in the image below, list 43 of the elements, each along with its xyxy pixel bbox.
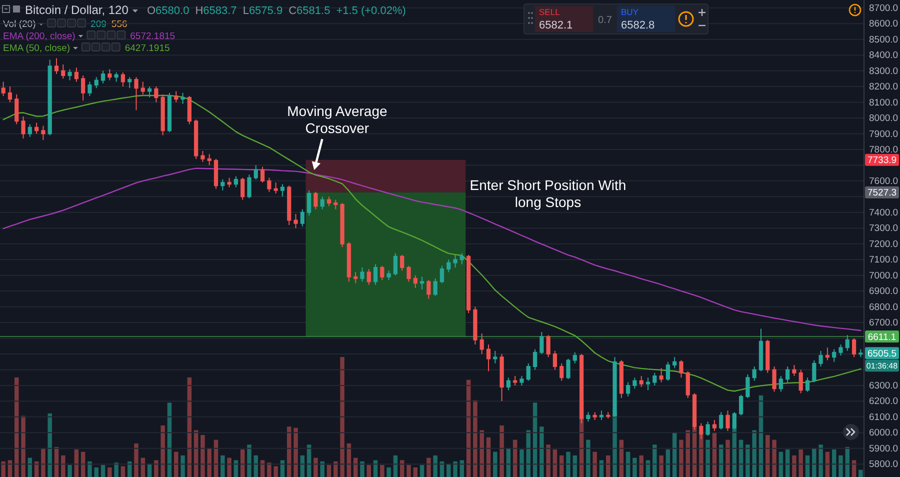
- y-tick-label: 7300.0: [869, 223, 898, 234]
- annotation: 6582.1: [539, 20, 573, 32]
- y-tick-label: 5900.0: [869, 443, 898, 454]
- y-tick-label: 7200.0: [869, 238, 898, 250]
- annotation: BUY: [621, 7, 639, 17]
- ref-line-label: 6611.1: [868, 332, 896, 343]
- annotation: Enter Short Position With long Stops: [470, 177, 626, 210]
- y-tick-label: 8100.0: [869, 97, 898, 108]
- annotation: 6427.1915: [124, 43, 170, 54]
- annotation: O6580.0: [146, 5, 190, 17]
- text: EMA (50, close): [3, 43, 70, 54]
- annotation: H6583.7: [195, 5, 237, 17]
- annotation: L6575.9: [242, 5, 283, 17]
- y-tick-label: 7600.0: [869, 176, 898, 187]
- y-tick-label: 6900.0: [869, 286, 898, 298]
- y-tick-label: 8600.0: [869, 18, 898, 30]
- y-tick-label: 5800.0: [869, 459, 898, 470]
- chart-title: Bitcoin / Dollar, 120: [25, 3, 129, 17]
- y-tick-label: 6100.0: [869, 412, 898, 423]
- y-tick-label: 6000.0: [869, 428, 898, 439]
- annotation: SELL: [539, 7, 560, 17]
- annotation: +1.5 (+0.02%): [336, 5, 406, 17]
- annotation: 6582.8: [621, 20, 655, 32]
- y-tick-label: 7900.0: [869, 128, 898, 140]
- y-tick-label: 6200.0: [869, 396, 898, 408]
- y-tick-label: 7800.0: [869, 144, 898, 156]
- y-tick-label: 8300.0: [869, 66, 898, 77]
- y-tick-label: 8500.0: [869, 34, 898, 46]
- y-tick-label: 6300.0: [869, 380, 898, 392]
- y-tick-label: 8400.0: [869, 50, 898, 62]
- text: EMA (200, close): [3, 31, 76, 42]
- y-tick-label: 8700.0: [869, 2, 898, 14]
- y-tick-label: 8200.0: [869, 82, 898, 93]
- y-tick-label: 6800.0: [869, 302, 898, 313]
- y-tick-label: 8000.0: [869, 113, 898, 124]
- y-tick-label: 6700.0: [869, 318, 898, 329]
- annotation: Moving Average Crossover: [287, 103, 388, 136]
- annotation: C6581.5: [288, 5, 330, 17]
- annotation: 0.7: [598, 15, 612, 26]
- annotation: 6572.1815: [130, 31, 176, 42]
- y-tick-label: 7000.0: [869, 270, 898, 282]
- y-tick-label: 7100.0: [869, 254, 898, 266]
- y-tick-label: 7400.0: [869, 207, 898, 218]
